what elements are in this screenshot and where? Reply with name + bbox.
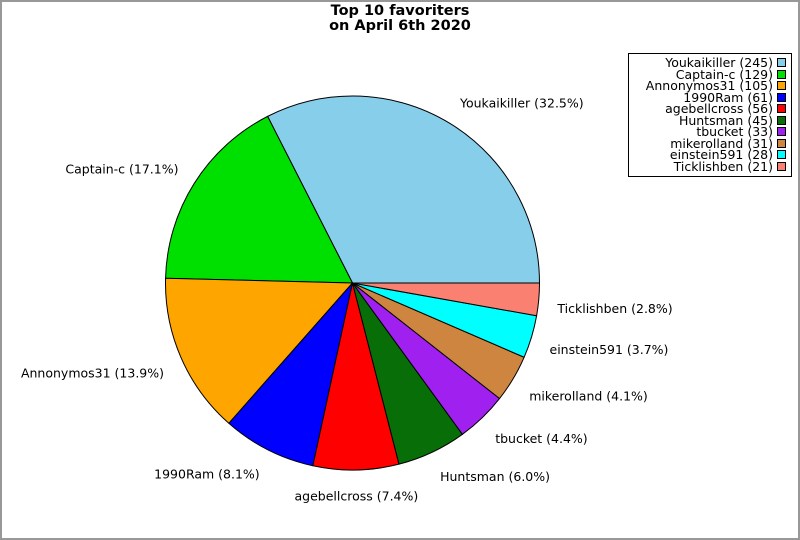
legend-row-mikerolland: mikerolland (31)	[631, 135, 786, 151]
legend-swatch-icon	[777, 127, 786, 137]
chart-title-line2: on April 6th 2020	[329, 17, 471, 34]
pie-slice-1990ram	[228, 282, 353, 467]
legend-swatch-icon	[777, 58, 786, 68]
legend-label: einstein591 (28)	[669, 147, 773, 162]
legend-row-huntsman: Huntsman (45)	[631, 112, 786, 128]
pie-label-annonymos31: Annonymos31 (13.9%)	[21, 365, 164, 380]
legend-label: 1990Ram (61)	[683, 89, 773, 105]
pie-label-agebellcross: agebellcross (7.4%)	[295, 489, 419, 504]
legend-box: Youkaikiller (245) Captain-c (129) Annonym…	[628, 53, 792, 177]
legend-row-agebellcross: agebellcross (56)	[631, 103, 786, 115]
legend-row-annonymos31: Annonymos31 (105)	[631, 80, 786, 92]
pie-label-1990ram: 1990Ram (8.1%)	[154, 467, 260, 482]
pie-label-huntsman: Huntsman (6.0%)	[440, 469, 550, 484]
chart-title-line1: Top 10 favoriters	[330, 3, 470, 19]
pie-slice-youkaikiller	[267, 95, 540, 284]
pie-label-tbucket: tbucket (4.4%)	[495, 431, 588, 446]
legend-row-1990ram: 1990Ram (61)	[631, 89, 786, 105]
legend-row-captain-c: Captain-c (129)	[631, 66, 786, 82]
legend-label: mikerolland (31)	[670, 135, 773, 151]
chart-title: Top 10 favoriters on April 6th 2020	[2, 4, 798, 33]
legend-row-tbucket: tbucket (33)	[631, 126, 786, 138]
legend-swatch-icon	[777, 138, 786, 148]
legend-label: Youkaikiller (245)	[665, 55, 773, 70]
legend-row-ticklishben: Ticklishben (21)	[631, 158, 786, 174]
legend-label: tbucket (33)	[696, 124, 773, 139]
legend-swatch-icon	[777, 81, 786, 91]
legend-label: agebellcross (56)	[665, 101, 773, 116]
legend-swatch-icon	[777, 115, 786, 125]
pie-label-ticklishben: Ticklishben (2.8%)	[556, 301, 672, 316]
legend-swatch-icon	[777, 161, 786, 171]
pie-slice-captain-c	[165, 115, 353, 284]
pie-slice-ticklishben	[352, 282, 540, 317]
legend-row-einstein591: einstein591 (28)	[631, 149, 786, 161]
legend-swatch-icon	[777, 69, 786, 79]
legend-swatch-icon	[777, 150, 786, 160]
legend-label: Ticklishben (21)	[673, 158, 773, 174]
pie-label-mikerolland: mikerolland (4.1%)	[529, 388, 648, 403]
legend-swatch-icon	[777, 92, 786, 102]
pie-label-youkaikiller: Youkaikiller (32.5%)	[459, 96, 584, 111]
pie-label-einstein591: einstein591 (3.7%)	[550, 342, 669, 357]
legend-swatch-icon	[777, 104, 786, 114]
legend-label: Huntsman (45)	[678, 112, 773, 128]
pie-slice-annonymos31	[165, 277, 353, 424]
legend-label: Annonymos31 (105)	[645, 78, 773, 93]
legend-label: Captain-c (129)	[675, 66, 773, 82]
legend-row-youkaikiller: Youkaikiller (245)	[631, 57, 786, 69]
pie-label-captain-c: Captain-c (17.1%)	[65, 161, 178, 176]
